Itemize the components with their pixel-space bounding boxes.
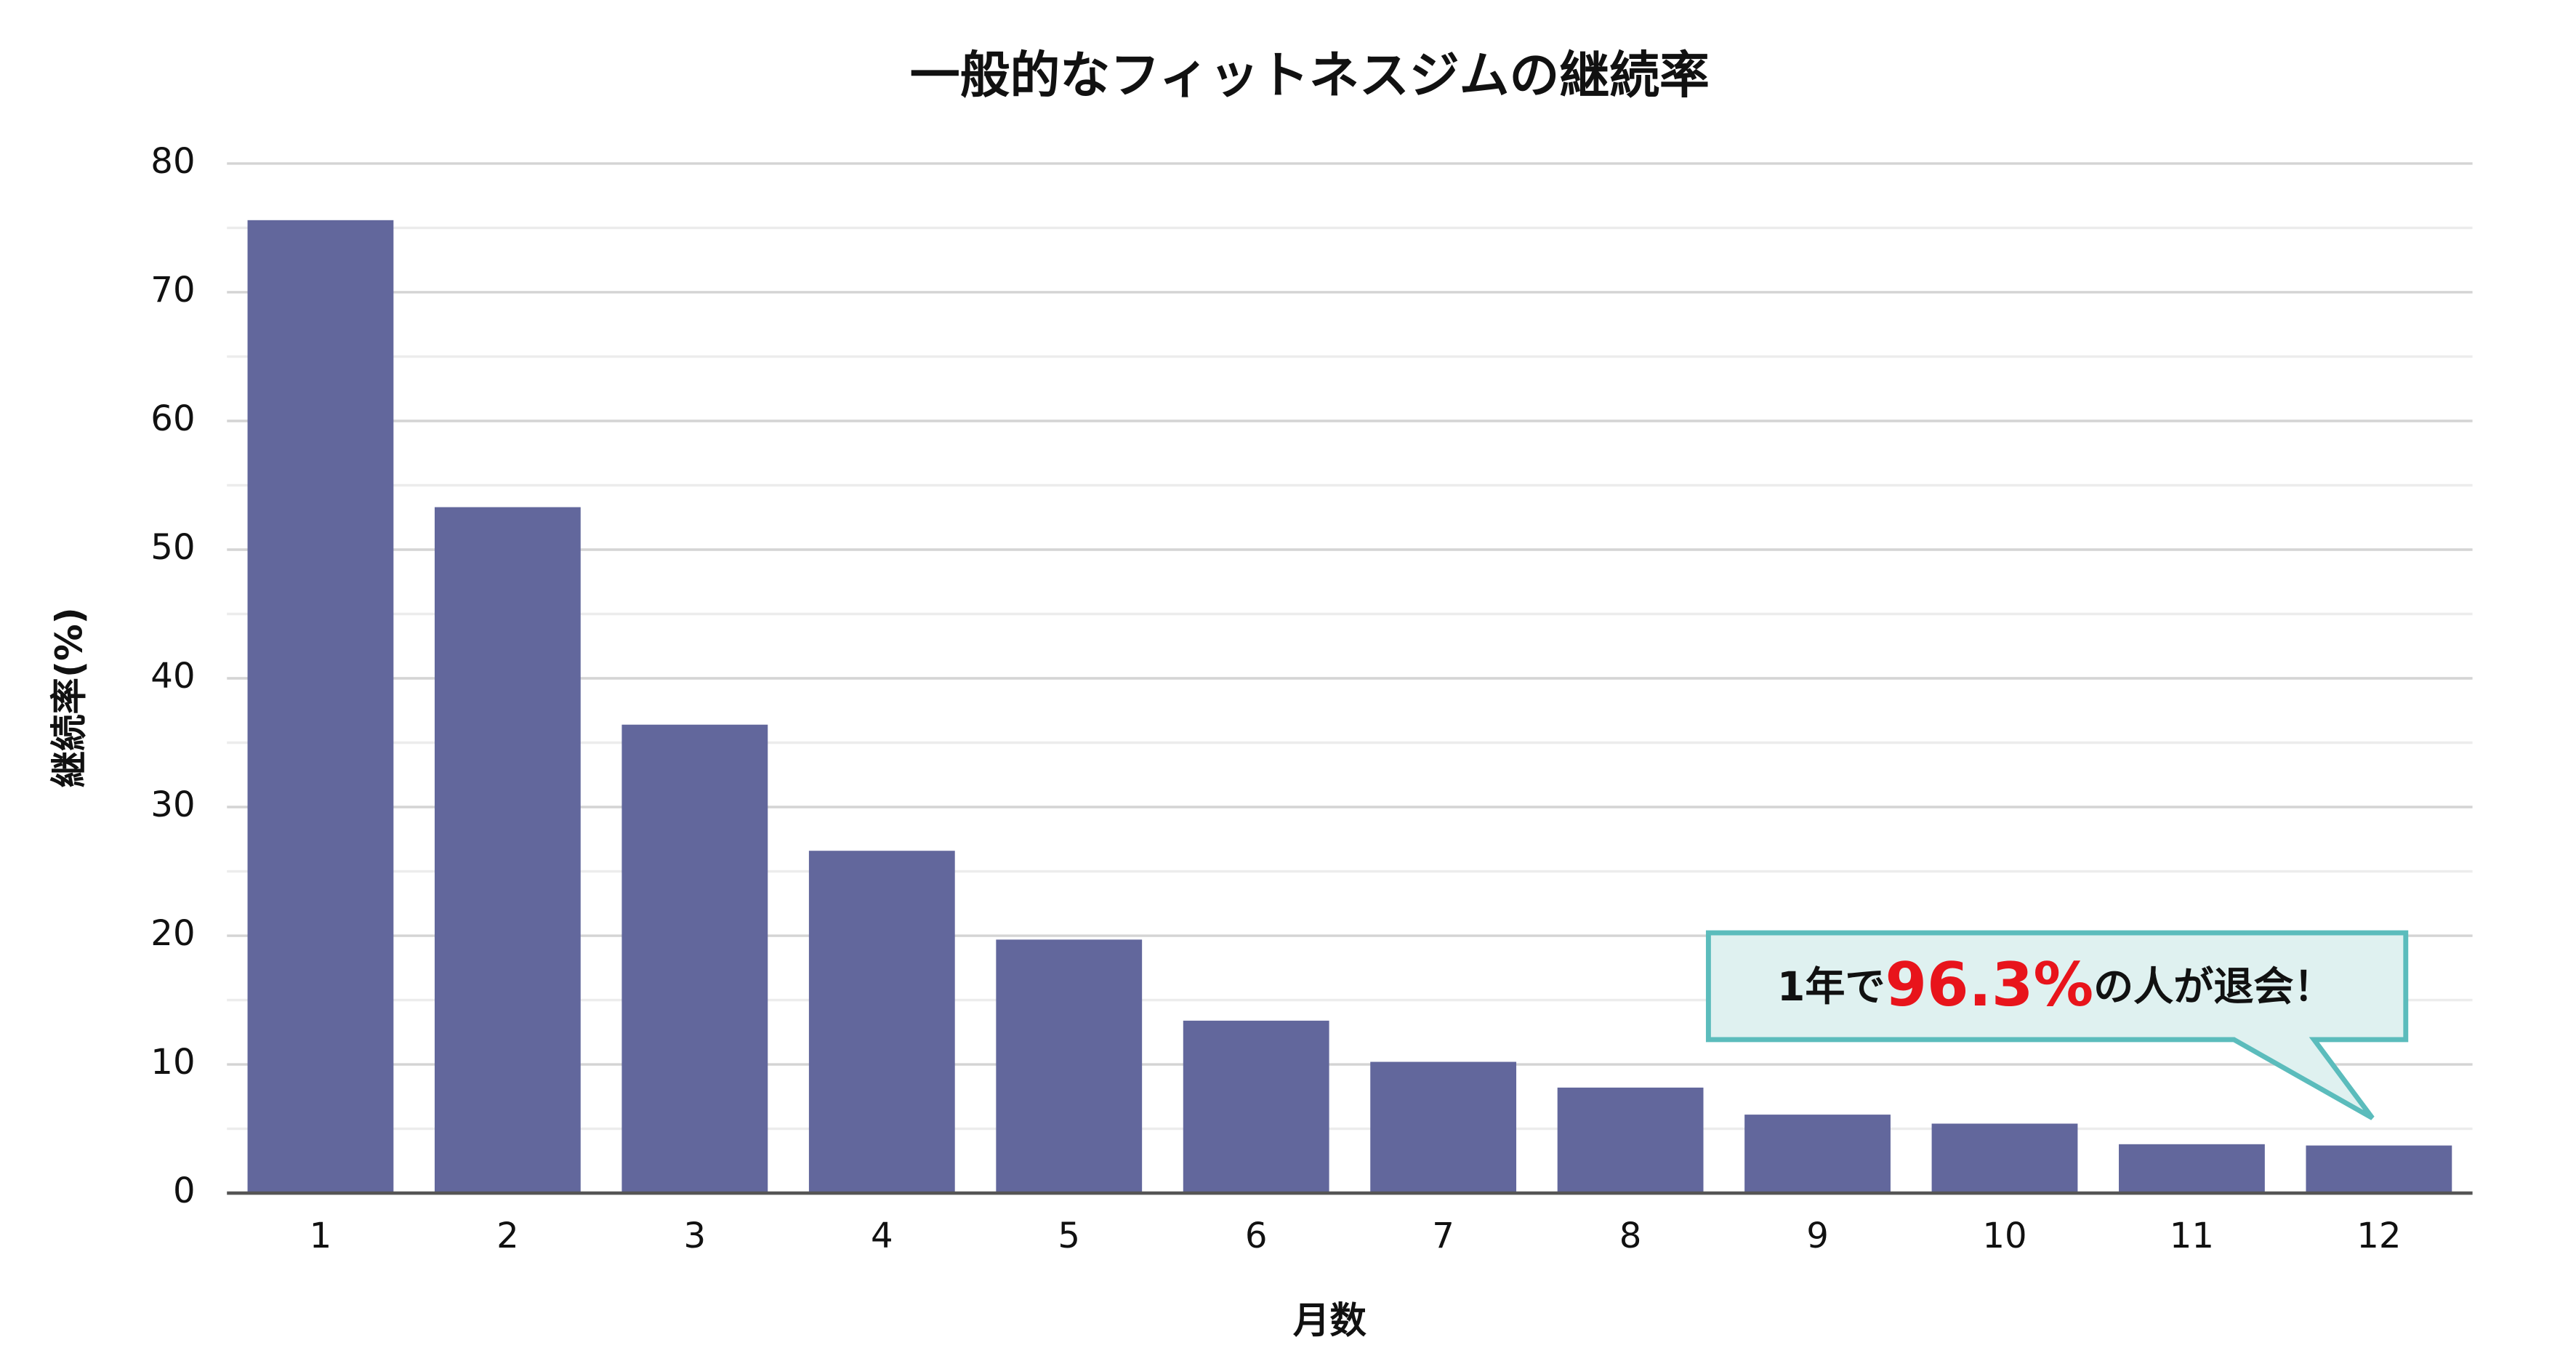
x-tick-label: 12 bbox=[2356, 1216, 2401, 1256]
bar bbox=[2119, 1144, 2265, 1194]
bar bbox=[621, 724, 768, 1194]
bar bbox=[996, 939, 1143, 1194]
bar bbox=[247, 220, 394, 1194]
bar bbox=[1744, 1115, 1891, 1194]
y-tick-label: 20 bbox=[150, 913, 195, 954]
x-tick-label: 9 bbox=[1806, 1216, 1829, 1256]
y-tick-label: 30 bbox=[150, 784, 195, 825]
x-tick-label: 4 bbox=[871, 1216, 893, 1256]
x-tick-label: 2 bbox=[496, 1216, 519, 1256]
y-tick-label: 40 bbox=[150, 656, 195, 696]
callout: 1年で96.3%の人が退会！ bbox=[1705, 930, 2409, 1120]
chart-title: 一般的なフィットネスジムの継続率 bbox=[910, 47, 1710, 105]
x-tick-label: 8 bbox=[1619, 1216, 1642, 1256]
x-axis-title: 月数 bbox=[1293, 1299, 1367, 1342]
bar bbox=[2306, 1145, 2452, 1194]
bar bbox=[1183, 1020, 1329, 1194]
callout-highlight: 96.3% bbox=[1885, 951, 2094, 1021]
callout-part: の人が退会！ bbox=[2093, 963, 2333, 1010]
y-tick-label: 70 bbox=[150, 270, 195, 310]
y-tick-label: 50 bbox=[150, 527, 195, 568]
bar bbox=[435, 507, 581, 1194]
bars: 1 2 3 4 5 6 7 8 9 10 11 12 bbox=[247, 220, 2452, 1256]
bar bbox=[1370, 1061, 1517, 1194]
y-tick-label: 80 bbox=[150, 141, 195, 182]
x-tick-label: 10 bbox=[1982, 1216, 2026, 1256]
bar bbox=[1557, 1087, 1704, 1194]
y-tick-label: 10 bbox=[150, 1042, 195, 1083]
bar bbox=[808, 851, 955, 1194]
y-tick-label: 60 bbox=[150, 398, 195, 439]
y-tick-label: 0 bbox=[173, 1171, 196, 1211]
bar bbox=[1931, 1123, 2078, 1194]
y-axis-title: 継続率(%) bbox=[47, 607, 90, 787]
callout-text: 1年で96.3%の人が退会！ bbox=[1777, 951, 2334, 1021]
x-tick-label: 7 bbox=[1432, 1216, 1454, 1256]
x-tick-label: 6 bbox=[1245, 1216, 1268, 1256]
x-tick-label: 1 bbox=[310, 1216, 332, 1256]
callout-box bbox=[1705, 930, 2409, 1120]
x-tick-label: 3 bbox=[684, 1216, 707, 1256]
callout-part: 1年で bbox=[1777, 963, 1885, 1010]
x-tick-label: 5 bbox=[1058, 1216, 1080, 1256]
x-tick-label: 11 bbox=[2170, 1216, 2214, 1256]
